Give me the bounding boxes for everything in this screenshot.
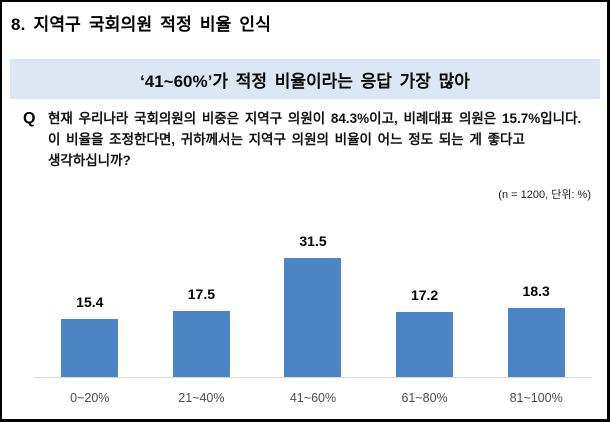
x-axis-label: 81~100% [509, 391, 563, 405]
bar-slot: 17.2 [369, 287, 481, 377]
headline-banner: ‘41~60%’가 적정 비율이라는 응답 가장 많아 [10, 59, 600, 99]
sample-size-note: (n = 1200, 단위: %) [498, 189, 591, 201]
bar [396, 312, 454, 377]
bar-slot: 31.5 [257, 233, 369, 377]
question-line: 이 비율을 조정한다면, 귀하께서는 지역구 의원의 비율이 어느 정도 되는 … [48, 132, 525, 147]
bar [61, 319, 119, 377]
x-axis-labels: 0~20% 21~40% 41~60% 61~80% 81~100% [34, 391, 592, 405]
bar [507, 308, 565, 377]
question-text: 현재 우리나라 국회의원의 비중은 지역구 의원이 84.3%이고, 비례대표 … [48, 108, 581, 171]
question-block: Q 현재 우리나라 국회의원의 비중은 지역구 의원이 84.3%이고, 비례대… [23, 108, 597, 171]
bar-value-label: 17.5 [187, 286, 216, 302]
bar [284, 258, 342, 377]
question-line: 생각하십니까? [48, 153, 131, 168]
bar-slot: 18.3 [480, 283, 592, 377]
bar-value-label: 18.3 [522, 283, 550, 299]
bar-slot: 17.5 [146, 286, 258, 377]
x-axis-label: 21~40% [178, 391, 225, 405]
question-line: 현재 우리나라 국회의원의 비중은 지역구 의원이 84.3%이고, 비례대표 … [48, 111, 582, 126]
bar [172, 311, 230, 377]
headline-text: ‘41~60%’가 적정 비율이라는 응답 가장 많아 [140, 71, 470, 91]
page-title: 8. 지역구 국회의원 적정 비율 인식 [11, 15, 272, 34]
bar-value-label: 31.5 [299, 233, 327, 249]
x-axis-label: 61~80% [401, 391, 448, 405]
bar-plot: 15.4 17.5 31.5 17.2 18.3 [34, 220, 592, 378]
x-axis-label: 41~60% [289, 391, 337, 405]
bar-value-label: 17.2 [410, 287, 439, 303]
question-marker: Q [23, 110, 36, 127]
bar-value-label: 15.4 [76, 294, 104, 310]
x-axis-label: 0~20% [70, 391, 110, 405]
bar-slot: 15.4 [34, 294, 146, 377]
